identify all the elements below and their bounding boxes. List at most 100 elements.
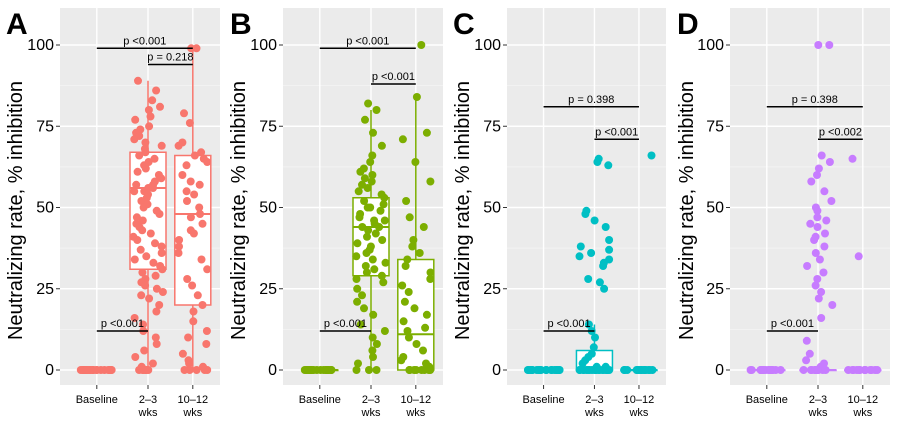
y-tick-label: 0 [492, 362, 501, 379]
data-point [398, 135, 407, 144]
data-point [412, 340, 421, 348]
data-point [138, 268, 147, 277]
data-point [130, 255, 139, 264]
data-point [404, 288, 413, 296]
data-point [141, 281, 150, 290]
data-point [591, 333, 599, 342]
y-tick-label: 25 [706, 281, 724, 298]
data-point [379, 278, 388, 287]
data-point [174, 249, 183, 257]
x-tick-label: 10–12 wks [401, 394, 432, 419]
data-point [138, 226, 147, 235]
data-point [365, 366, 373, 374]
data-point [372, 106, 381, 114]
y-tick-label: 0 [45, 362, 54, 379]
data-point [144, 106, 153, 114]
data-point [203, 265, 212, 274]
data-point [404, 333, 413, 342]
data-point [132, 213, 141, 222]
data-point [180, 109, 188, 118]
data-point [356, 167, 365, 176]
x-tick-label-line: 2–3 [139, 394, 157, 406]
data-point [358, 291, 366, 300]
data-point [405, 213, 414, 222]
data-point [188, 281, 197, 290]
data-point [104, 366, 113, 374]
x-tick-label-line: wks [808, 407, 828, 419]
data-point [151, 239, 159, 248]
data-point [145, 122, 154, 131]
data-point [380, 216, 389, 225]
data-point [813, 206, 822, 215]
data-point [183, 197, 191, 205]
data-point [412, 366, 421, 374]
data-point [178, 171, 187, 179]
data-point [815, 255, 824, 264]
data-point [867, 366, 876, 374]
data-point [408, 242, 417, 251]
y-axis-label: Neutralizing rate, % inhibition [228, 81, 250, 340]
data-point [401, 262, 410, 270]
data-point [426, 268, 435, 277]
data-point [542, 366, 551, 374]
data-point [821, 366, 830, 374]
data-point [185, 366, 194, 374]
y-tick-label: 75 [706, 118, 724, 135]
data-point [803, 262, 812, 270]
data-point [361, 115, 369, 124]
data-point [758, 366, 767, 374]
data-point [426, 177, 435, 186]
data-point [368, 171, 377, 179]
data-point [367, 177, 376, 186]
data-point [595, 278, 604, 287]
data-point [813, 223, 822, 231]
data-point [812, 366, 821, 374]
y-tick-label: 25 [259, 281, 277, 298]
comparison-label: p <0.001 [595, 126, 638, 138]
x-tick-label-line: 2–3 [362, 394, 380, 406]
panel-b: B Neutralizing rate, % inhibition 0 25 50 75 1… [228, 8, 443, 419]
x-tick-label-line: wks [628, 407, 648, 419]
data-point [185, 359, 194, 368]
data-point [141, 138, 150, 147]
data-point [146, 112, 155, 121]
data-point [138, 216, 147, 225]
data-point [360, 304, 368, 313]
data-point [400, 297, 409, 306]
data-point [157, 141, 166, 150]
data-point [157, 174, 166, 183]
comparison-label: p <0.001 [123, 35, 166, 47]
data-point [825, 158, 834, 166]
data-point [156, 102, 164, 111]
data-point [398, 281, 407, 290]
panel-letter-d: D [677, 8, 699, 41]
data-point [399, 317, 408, 326]
data-point [368, 346, 377, 355]
data-point [146, 229, 155, 238]
y-axis-label: Neutralizing rate, % inhibition [452, 81, 474, 340]
comparison-label: p <0.001 [372, 71, 415, 83]
y-axis-label: Neutralizing rate, % inhibition [676, 81, 698, 340]
data-point [362, 249, 371, 257]
x-tick-label-line: 10–12 [624, 394, 655, 406]
x-tick-label-line: 10–12 [848, 394, 879, 406]
data-point [354, 187, 363, 196]
x-tick-label-line: wks [852, 407, 872, 419]
x-tick-label-line: 10–12 [401, 394, 432, 406]
data-point [820, 187, 829, 196]
data-point [848, 154, 857, 163]
comparison-label: p <0.001 [346, 35, 389, 47]
panel-letter-a: A [6, 8, 28, 41]
data-point [420, 366, 429, 374]
y-tick-label: 50 [36, 200, 54, 217]
data-point [362, 268, 371, 277]
data-point [550, 366, 559, 374]
data-point [599, 262, 608, 270]
data-point [825, 41, 834, 49]
data-point [605, 366, 614, 374]
data-point [142, 366, 151, 374]
x-tick-label-line: wks [405, 407, 425, 419]
data-point [369, 128, 377, 137]
x-tick-label: Baseline [522, 394, 564, 406]
data-point [196, 210, 204, 218]
